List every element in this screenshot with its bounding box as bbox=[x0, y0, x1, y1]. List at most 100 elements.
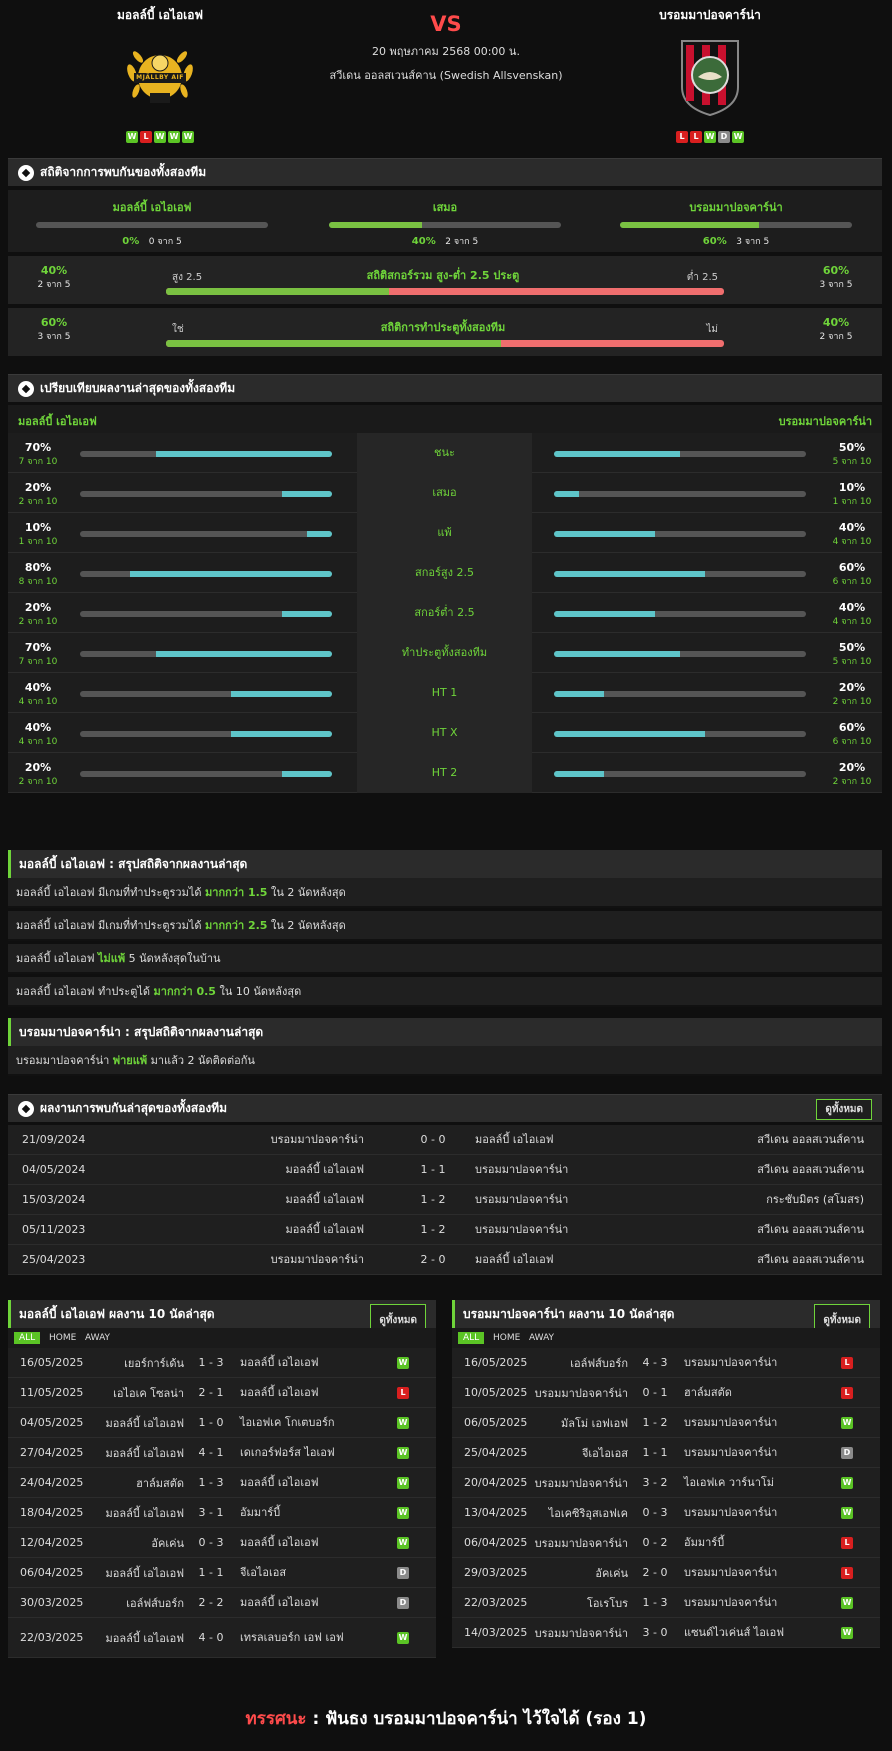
match-home: บรอมมาปอจคาร์น่า bbox=[270, 1253, 364, 1266]
form-badge: L bbox=[690, 131, 702, 143]
h2h-home-pct: 0% bbox=[122, 236, 140, 247]
match-date: 30/03/2025 bbox=[20, 1596, 84, 1609]
match-date: 16/05/2025 bbox=[20, 1356, 84, 1369]
compare-away-label: บรอมมาปอจคาร์น่า bbox=[778, 415, 872, 428]
home-tab-away[interactable]: AWAY bbox=[85, 1333, 111, 1343]
recent-match-row[interactable]: 06/05/2025 มัลโม่ เอฟเอฟ 1 - 2 บรอมมาปอจคาร… bbox=[452, 1408, 880, 1438]
match-home: เยอร์การ์เด้น bbox=[124, 1356, 184, 1370]
match-home: มัลโม่ เอฟเอฟ bbox=[561, 1416, 628, 1430]
result-badge: W bbox=[397, 1632, 409, 1644]
recent-match-row[interactable]: 18/04/2025 มอลล์บี้ เอไอเอฟ 3 - 1 อัมมาร์บี… bbox=[8, 1498, 436, 1528]
away-team-logo bbox=[670, 37, 750, 117]
compare-metric-label: สกอร์สูง 2.5 bbox=[357, 553, 532, 593]
away-tab-away[interactable]: AWAY bbox=[529, 1333, 555, 1343]
match-home: บรอมมาปอจคาร์น่า bbox=[534, 1626, 628, 1640]
match-score: 3 - 0 bbox=[642, 1626, 668, 1639]
recent-match-row[interactable]: 16/05/2025 เอล์ฟส์บอร์ก 4 - 3 บรอมมาปอจคาร์… bbox=[452, 1348, 880, 1378]
recent-match-row[interactable]: 04/05/2025 มอลล์บี้ เอไอเอฟ 1 - 0 ไอเอฟเค โ… bbox=[8, 1408, 436, 1438]
recent-match-row[interactable]: 16/05/2025 เยอร์การ์เด้น 1 - 3 มอลล์บี้ เอไ… bbox=[8, 1348, 436, 1378]
compare-away-bar bbox=[554, 611, 806, 617]
compare-away-bar bbox=[554, 691, 806, 697]
btts-right-count: 2 จาก 5 bbox=[819, 332, 853, 342]
compare-away-pct: 50% bbox=[838, 441, 866, 454]
recent-match-row[interactable]: 06/04/2025 มอลล์บี้ เอไอเอฟ 1 - 1 จีเอไอเอส… bbox=[8, 1558, 436, 1588]
compare-away-count: 4 จาก 10 bbox=[832, 617, 872, 627]
form-badge: W bbox=[704, 131, 716, 143]
ou-left-label: สูง 2.5 bbox=[172, 272, 203, 283]
home-last10-title: มอลล์บี้ เอไอเอฟ ผลงาน 10 นัดล่าสุด bbox=[19, 1307, 215, 1321]
compare-home-bar bbox=[80, 771, 332, 777]
summary-text: บรอมมาปอจคาร์น่า bbox=[16, 1054, 113, 1067]
home-tab-home[interactable]: HOME bbox=[49, 1333, 77, 1343]
h2h-draw-count: 2 จาก 5 bbox=[445, 237, 479, 247]
match-info: VS 20 พฤษภาคม 2568 00:00 น. สวีเดน ออลสเ… bbox=[296, 12, 596, 84]
h2h-view-all-button[interactable]: ดูทั้งหมด bbox=[816, 1099, 872, 1120]
btts-stat: 60% 3 จาก 5 ใช่ สถิติการทำประตูทั้งสองทีม… bbox=[8, 308, 882, 356]
result-badge: W bbox=[397, 1477, 409, 1489]
h2h-match-row[interactable]: 25/04/2023 บรอมมาปอจคาร์น่า 2 - 0 มอลล์บี้ … bbox=[8, 1245, 882, 1275]
h2h-match-row[interactable]: 21/09/2024 บรอมมาปอจคาร์น่า 0 - 0 มอลล์บี้ … bbox=[8, 1125, 882, 1155]
away-tab-all[interactable]: ALL bbox=[458, 1332, 485, 1344]
away-tab-home[interactable]: HOME bbox=[493, 1333, 521, 1343]
compare-row: 70% 7 จาก 10 ชนะ 50% 5 จาก 10 bbox=[8, 433, 882, 473]
match-home: มอลล์บี้ เอไอเอฟ bbox=[105, 1566, 184, 1580]
match-away: อัมมาร์บี้ bbox=[684, 1535, 725, 1549]
match-date: 22/03/2025 bbox=[20, 1631, 84, 1644]
h2h-match-row[interactable]: 04/05/2024 มอลล์บี้ เอไอเอฟ 1 - 1 บรอมมาปอจ… bbox=[8, 1155, 882, 1185]
summary-highlight: ไม่แพ้ bbox=[97, 952, 126, 965]
h2h-draw-pct: 40% bbox=[411, 236, 436, 247]
compare-home-count: 7 จาก 10 bbox=[18, 457, 58, 467]
match-date: 06/04/2025 bbox=[20, 1566, 84, 1579]
recent-match-row[interactable]: 06/04/2025 บรอมมาปอจคาร์น่า 0 - 2 อัมมาร์บี… bbox=[452, 1528, 880, 1558]
summary-row: มอลล์บี้ เอไอเอฟ ไม่แพ้ 5 นัดหลังสุดในบ้… bbox=[8, 944, 882, 974]
h2h-match-row[interactable]: 15/03/2024 มอลล์บี้ เอไอเอฟ 1 - 2 บรอมมาปอจ… bbox=[8, 1185, 882, 1215]
match-date: 18/04/2025 bbox=[20, 1506, 84, 1519]
h2h-match-row[interactable]: 05/11/2023 มอลล์บี้ เอไอเอฟ 1 - 2 บรอมมาปอจ… bbox=[8, 1215, 882, 1245]
compare-away-pct: 40% bbox=[838, 521, 866, 534]
vs-label: VS bbox=[430, 12, 462, 36]
compare-away-pct: 20% bbox=[838, 681, 866, 694]
match-home: อัคเค่น bbox=[151, 1536, 184, 1550]
verdict-label: ทรรศนะ bbox=[245, 1709, 307, 1729]
h2h-home-label: มอลล์บี้ เอไอเอฟ bbox=[112, 201, 192, 214]
match-date: 04/05/2025 bbox=[20, 1416, 84, 1429]
match-league: สวีเดน ออลสเวนส์คาน (Swedish Allsvenskan… bbox=[329, 69, 563, 82]
compare-row: 20% 2 จาก 10 เสมอ 10% 1 จาก 10 bbox=[8, 473, 882, 513]
match-home: ไอเคซิริอุสเอฟเค bbox=[548, 1506, 628, 1520]
h2h-draws: เสมอ 40% 2 จาก 5 bbox=[329, 198, 561, 248]
recent-match-row[interactable]: 12/04/2025 อัคเค่น 0 - 3 มอลล์บี้ เอไอเอฟ W bbox=[8, 1528, 436, 1558]
away-last10-title: บรอมมาปอจคาร์น่า ผลงาน 10 นัดล่าสุด bbox=[463, 1307, 675, 1321]
recent-match-row[interactable]: 14/03/2025 บรอมมาปอจคาร์น่า 3 - 0 แซนด์ไวเค… bbox=[452, 1618, 880, 1648]
recent-match-row[interactable]: 27/04/2025 มอลล์บี้ เอไอเอฟ 4 - 1 เดเกอร์ฟอ… bbox=[8, 1438, 436, 1468]
match-score: 3 - 1 bbox=[198, 1506, 224, 1519]
recent-match-row[interactable]: 22/03/2025 มอลล์บี้ เอไอเอฟ 4 - 0 เทรลเลบอร… bbox=[8, 1618, 436, 1658]
match-home: โอเรโบร bbox=[587, 1596, 628, 1610]
result-badge: D bbox=[397, 1597, 409, 1609]
recent-match-row[interactable]: 29/03/2025 อัคเค่น 2 - 0 บรอมมาปอจคาร์น่า L bbox=[452, 1558, 880, 1588]
h2h-away-label: บรอมมาปอจคาร์น่า bbox=[689, 201, 783, 214]
match-home: มอลล์บี้ เอไอเอฟ bbox=[285, 1223, 364, 1236]
recent-match-row[interactable]: 13/04/2025 ไอเคซิริอุสเอฟเค 0 - 3 บรอมมาปอจ… bbox=[452, 1498, 880, 1528]
home-tab-all[interactable]: ALL bbox=[14, 1332, 41, 1344]
recent-match-row[interactable]: 22/03/2025 โอเรโบร 1 - 3 บรอมมาปอจคาร์น่า W bbox=[452, 1588, 880, 1618]
summary-highlight: มากกว่า 1.5 bbox=[205, 886, 268, 899]
match-score: 1 - 1 bbox=[198, 1566, 224, 1579]
recent-match-row[interactable]: 10/05/2025 บรอมมาปอจคาร์น่า 0 - 1 ฮาล์มสตัด… bbox=[452, 1378, 880, 1408]
recent-match-row[interactable]: 11/05/2025 เอไอเค โซลน่า 2 - 1 มอลล์บี้ เอไ… bbox=[8, 1378, 436, 1408]
home-last10-tabs: ALL HOME AWAY bbox=[8, 1328, 436, 1348]
h2h-result-summary: มอลล์บี้ เอไอเอฟ 0% 0 จาก 5 เสมอ 40% 2 จ… bbox=[8, 190, 882, 252]
recent-match-row[interactable]: 30/03/2025 เอล์ฟส์บอร์ก 2 - 2 มอลล์บี้ เอไอ… bbox=[8, 1588, 436, 1618]
recent-match-row[interactable]: 20/04/2025 บรอมมาปอจคาร์น่า 3 - 2 ไอเอฟเค ว… bbox=[452, 1468, 880, 1498]
match-away: มอลล์บี้ เอไอเอฟ bbox=[240, 1535, 319, 1549]
recent-match-row[interactable]: 24/04/2025 ฮาล์มสตัด 1 - 3 มอลล์บี้ เอไอเอฟ… bbox=[8, 1468, 436, 1498]
compare-home-pct: 80% bbox=[24, 561, 52, 574]
form-badge: W bbox=[154, 131, 166, 143]
result-badge: W bbox=[841, 1477, 853, 1489]
match-score: 1 - 2 bbox=[420, 1193, 446, 1206]
match-score: 1 - 3 bbox=[642, 1596, 668, 1609]
compare-home-pct: 10% bbox=[24, 521, 52, 534]
match-competition: กระชับมิตร (สโมสร) bbox=[766, 1193, 864, 1206]
btts-right-label: ไม่ bbox=[706, 324, 718, 335]
match-away: ไอเอฟเค โกเตบอร์ก bbox=[240, 1415, 335, 1429]
recent-match-row[interactable]: 25/04/2025 จีเอไอเอส 1 - 1 บรอมมาปอจคาร์น่า… bbox=[452, 1438, 880, 1468]
